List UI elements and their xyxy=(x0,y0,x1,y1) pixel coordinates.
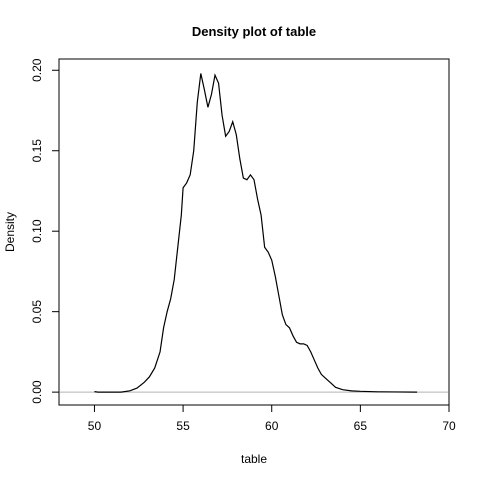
y-tick-label: 0.10 xyxy=(30,219,44,243)
x-tick-label: 65 xyxy=(354,419,368,433)
x-axis: 50 55 60 65 70 xyxy=(88,404,456,433)
y-tick-label: 0.15 xyxy=(30,139,44,163)
y-tick-label: 0.00 xyxy=(30,380,44,404)
x-tick-label: 50 xyxy=(88,419,102,433)
x-axis-label: table xyxy=(241,452,267,466)
x-tick-label: 70 xyxy=(442,419,456,433)
y-axis-label: Density xyxy=(3,212,17,252)
density-curve xyxy=(94,73,418,393)
x-tick-label: 55 xyxy=(176,419,190,433)
y-tick-label: 0.05 xyxy=(30,300,44,324)
y-tick-label: 0.20 xyxy=(30,58,44,82)
x-tick-label: 60 xyxy=(265,419,279,433)
chart-title: Density plot of table xyxy=(192,24,316,39)
y-axis: 0.00 0.05 0.10 0.15 0.20 xyxy=(30,58,60,404)
plot-frame xyxy=(58,58,450,406)
